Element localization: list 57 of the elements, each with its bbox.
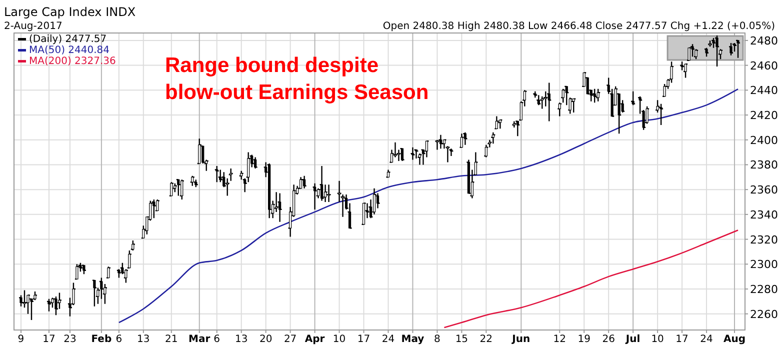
candlestick bbox=[386, 169, 390, 178]
y-tick-label: 2360 bbox=[750, 184, 778, 197]
x-tick-label: 22 bbox=[480, 334, 493, 345]
y-tick-label: 2480 bbox=[750, 34, 778, 48]
chart-subtitle: 2-Aug-2017 bbox=[4, 21, 62, 32]
candlestick bbox=[372, 188, 376, 216]
y-tick-label: 2420 bbox=[750, 109, 778, 122]
x-tick-label: 27 bbox=[284, 334, 297, 345]
candlestick bbox=[400, 148, 404, 162]
candlestick bbox=[313, 182, 316, 210]
x-tick-label: Mar bbox=[188, 334, 210, 345]
candlestick bbox=[362, 202, 366, 225]
x-tick-label: 24 bbox=[700, 334, 713, 345]
x-tick-label: 10 bbox=[332, 334, 346, 345]
x-tick-label: 17 bbox=[357, 334, 370, 345]
x-tick-label: Jun bbox=[511, 334, 530, 345]
y-tick-label: 2320 bbox=[750, 233, 778, 246]
x-tick-label: 9 bbox=[18, 334, 24, 345]
x-tick-label: Aug bbox=[723, 334, 746, 345]
x-tick-label: 6 bbox=[116, 334, 122, 345]
x-tick-label: 17 bbox=[676, 334, 688, 345]
text: Open 2480.38 High 2480.38 Low 2466.48 Close 2477.57 Chg +1.22 (+0.05%) bbox=[382, 21, 776, 32]
x-tick-label: Jul bbox=[624, 334, 640, 345]
y-tick-label: 2340 bbox=[750, 208, 778, 222]
y-tick-label: 2460 bbox=[750, 59, 778, 72]
x-tick-label: May bbox=[401, 334, 425, 345]
x-tick-label: 17 bbox=[42, 334, 56, 345]
line-series bbox=[444, 229, 739, 328]
legend-label: MA(200) 2327.36 bbox=[29, 56, 116, 67]
y-tick-label: 2380 bbox=[750, 158, 778, 172]
x-tick-label: 19 bbox=[578, 334, 590, 345]
y-tick-label: 2400 bbox=[750, 134, 778, 147]
candlestick bbox=[418, 152, 422, 166]
y-tick-label: 2260 bbox=[750, 308, 778, 321]
legend-label: (Daily) 2477.57 bbox=[29, 34, 107, 45]
legend-label: MA(50) 2440.84 bbox=[29, 45, 110, 56]
x-tick-label: 21 bbox=[165, 334, 178, 345]
candlestick bbox=[439, 134, 442, 150]
x-tick-label: 15 bbox=[455, 334, 468, 345]
x-tick-label: 20 bbox=[259, 334, 272, 345]
x-tick-label: 13 bbox=[234, 334, 248, 345]
candlestick bbox=[320, 165, 324, 202]
x-tick-label: 6 bbox=[214, 334, 220, 345]
y-tick-label: 2280 bbox=[750, 282, 778, 296]
annotation: Range bound despite blow-out Earnings Season bbox=[165, 54, 429, 104]
x-tick-label: 10 bbox=[651, 334, 664, 345]
y-tick-label: 2440 bbox=[750, 84, 778, 98]
x-tick-label: 8 bbox=[434, 334, 440, 345]
y-tick-label: 2300 bbox=[750, 258, 778, 272]
x-tick-label: 13 bbox=[137, 334, 150, 345]
x-tick-label: Apr bbox=[304, 334, 325, 345]
x-tick-label: 12 bbox=[553, 334, 566, 345]
x-tick-label: 23 bbox=[64, 334, 76, 345]
x-tick-label: 24 bbox=[382, 334, 395, 345]
x-tick-label: 26 bbox=[602, 334, 615, 345]
chart-title: Large Cap Index INDX bbox=[4, 5, 136, 19]
x-tick-label: Feb bbox=[91, 334, 112, 345]
